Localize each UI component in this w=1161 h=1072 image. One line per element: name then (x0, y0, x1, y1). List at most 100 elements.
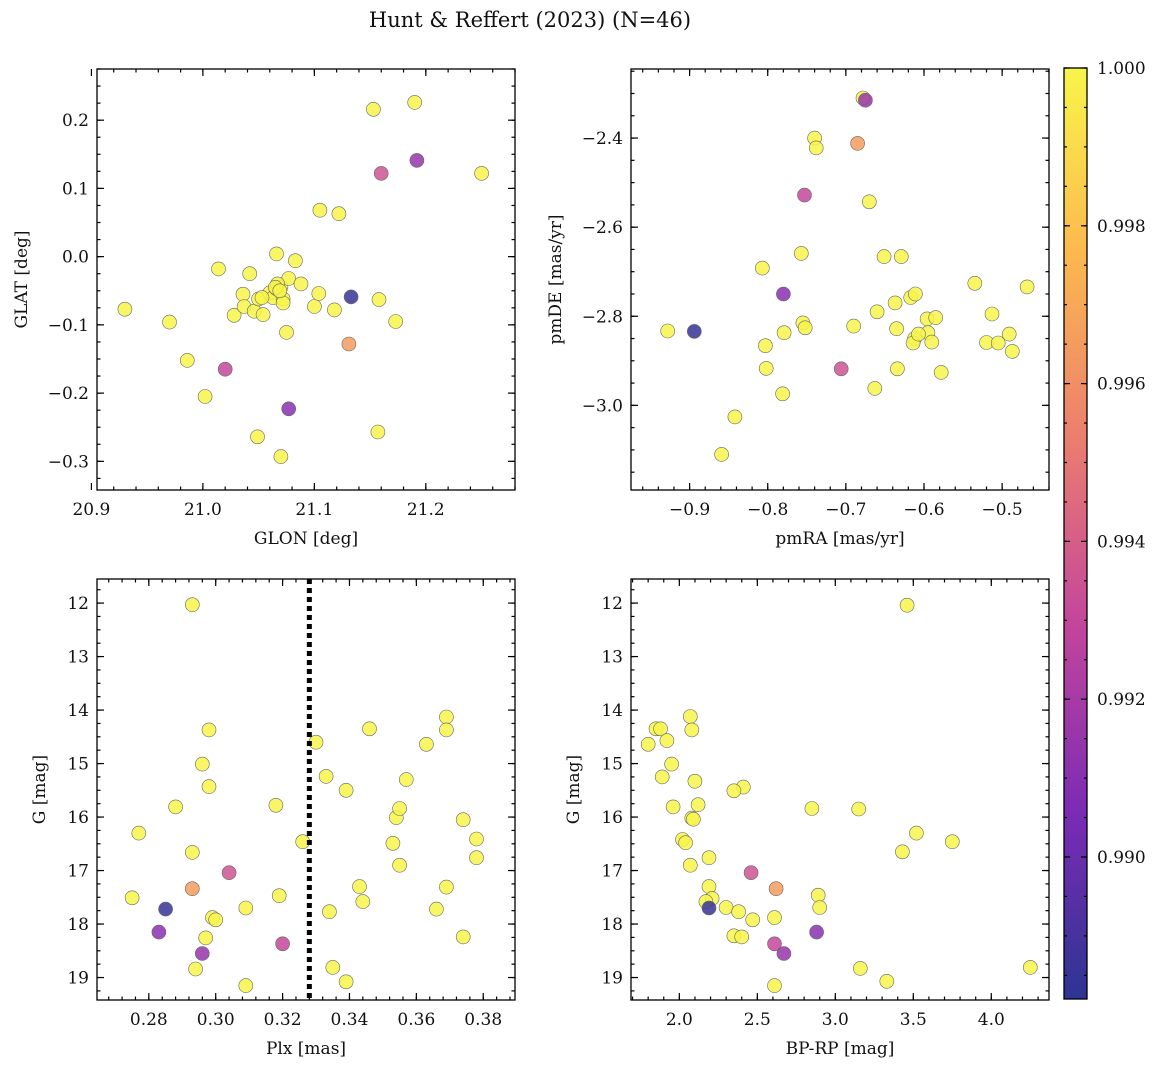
panel-plx: 0.28 0.30 0.32 0.34 0.36 0.38 12 13 14 15 16 17 18 19… (30, 578, 516, 1059)
x-tick-label: 2.0 (666, 1010, 693, 1030)
y-tick-label: −3.0 (582, 396, 623, 416)
x-tick-label: 21.2 (407, 500, 445, 520)
y-tick-label: 17 (601, 862, 623, 882)
data-point (185, 597, 200, 613)
data-point (858, 92, 873, 108)
axes-frame (96, 578, 516, 1001)
data-point (776, 325, 792, 341)
y-axis-label: G [mag] (564, 755, 584, 824)
x-axis-label: BP-RP [mag] (786, 1039, 895, 1059)
data-point (1019, 279, 1035, 295)
data-point (682, 709, 698, 724)
data-point (469, 850, 484, 866)
data-point (654, 769, 670, 785)
data-point (908, 286, 923, 302)
points-pm (660, 90, 1035, 462)
y-tick-label: 16 (67, 808, 89, 828)
data-point (343, 289, 359, 305)
data-point (852, 961, 868, 976)
data-point (678, 835, 693, 851)
colorbar-tick-label: 0.994 (1097, 532, 1146, 552)
data-point (272, 283, 288, 299)
data-point (767, 936, 782, 952)
data-point (371, 292, 387, 307)
data-point (288, 253, 303, 269)
data-point (235, 286, 251, 302)
data-point (195, 946, 210, 961)
data-point (392, 857, 407, 873)
y-tick-label: −2.6 (582, 218, 623, 238)
panel-cmd: 2.0 2.5 3.0 3.5 4.0 12 13 14 15 16 17 18 19 BP-RP [ma… (564, 578, 1050, 1059)
data-point (338, 782, 354, 798)
colorbar-gradient (1064, 68, 1087, 999)
data-point (726, 783, 742, 799)
data-point (279, 325, 294, 340)
data-point (275, 936, 290, 952)
y-tick-label: 17 (67, 862, 89, 882)
data-point (890, 361, 905, 377)
data-point (275, 295, 291, 311)
x-tick-label: −0.8 (747, 500, 788, 520)
x-tick-label: −0.7 (825, 500, 866, 520)
data-point (474, 166, 489, 181)
data-point (226, 307, 242, 323)
data-point (734, 929, 750, 945)
y-tick-label: −2.4 (582, 129, 623, 149)
data-point (188, 961, 203, 977)
data-point (887, 295, 903, 311)
data-point (684, 722, 700, 738)
data-point (743, 865, 759, 881)
data-point (439, 722, 454, 738)
x-tick-label: −0.9 (669, 500, 710, 520)
data-point (254, 290, 270, 305)
data-point (727, 409, 743, 425)
data-point (701, 850, 717, 866)
data-point (653, 721, 668, 737)
x-tick-label: 0.28 (130, 1010, 168, 1030)
data-point (312, 202, 328, 218)
data-point (242, 266, 257, 282)
axes-frame (630, 578, 1050, 1001)
data-point (776, 946, 792, 961)
data-point (660, 323, 676, 339)
data-point (158, 901, 173, 917)
data-point (718, 900, 734, 915)
y-tick-label: 12 (67, 594, 89, 614)
data-point (876, 249, 892, 264)
data-point (851, 801, 867, 817)
data-point (162, 314, 177, 330)
data-point (775, 386, 790, 402)
y-axis-label: GLAT [deg] (12, 230, 32, 328)
x-axis-label: GLON [deg] (254, 529, 358, 549)
x-tick-label: 2.5 (744, 1010, 771, 1030)
x-tick-label: 4.0 (978, 1010, 1005, 1030)
y-tick-label: −0.1 (48, 316, 89, 336)
data-point (701, 900, 717, 916)
y-tick-label: 18 (67, 915, 89, 935)
points-plx (124, 597, 484, 993)
colorbar: 0.990 0.992 0.994 0.996 0.998 1.000 (1063, 59, 1146, 1000)
data-point (682, 857, 698, 873)
data-point (808, 140, 824, 156)
data-point (388, 314, 404, 329)
data-point (758, 361, 774, 376)
data-point (767, 910, 782, 925)
data-point (1004, 344, 1020, 359)
data-point (131, 825, 147, 841)
y-tick-label: −0.3 (48, 452, 89, 472)
x-tick-label: 0.36 (397, 1010, 435, 1030)
colorbar-tick-label: 0.996 (1097, 375, 1146, 395)
data-point (180, 353, 195, 368)
axes-frame (630, 68, 1050, 491)
y-tick-label: 14 (601, 701, 623, 721)
y-tick-label: 12 (601, 594, 623, 614)
data-point (933, 365, 949, 380)
data-point (758, 338, 773, 354)
data-point (281, 401, 297, 417)
data-point (325, 960, 341, 975)
y-tick-label: 15 (67, 755, 89, 775)
panel-sky: 20.9 21.0 21.1 21.2 −0.3 −0.2 −0.1 0.0 0.1 0.2 GLO… (12, 68, 516, 549)
data-point (419, 736, 434, 752)
y-tick-label: 16 (601, 808, 623, 828)
data-point (370, 424, 386, 440)
